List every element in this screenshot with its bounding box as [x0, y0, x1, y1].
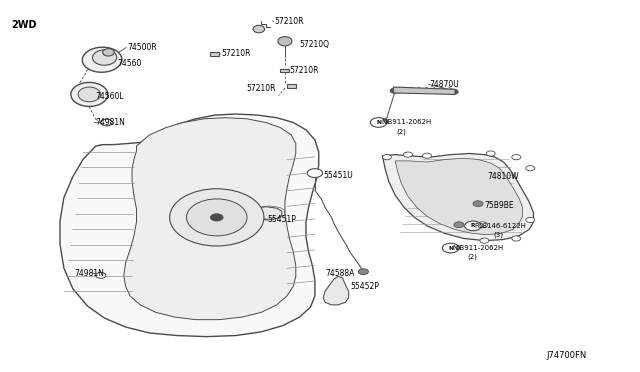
Text: (3): (3) — [493, 231, 503, 238]
Ellipse shape — [83, 47, 122, 72]
Polygon shape — [248, 207, 282, 220]
Circle shape — [473, 201, 483, 207]
Circle shape — [465, 221, 481, 231]
Circle shape — [526, 217, 535, 222]
Circle shape — [390, 88, 399, 93]
Text: 57210R: 57210R — [246, 84, 276, 93]
Ellipse shape — [102, 49, 114, 56]
Text: (2): (2) — [468, 254, 477, 260]
Circle shape — [358, 269, 369, 275]
Text: 57210R: 57210R — [274, 17, 303, 26]
Circle shape — [211, 214, 223, 221]
Text: N: N — [376, 120, 381, 125]
Circle shape — [480, 238, 489, 243]
Text: 57210R: 57210R — [289, 66, 319, 75]
Text: 75B9BE: 75B9BE — [484, 201, 514, 210]
Polygon shape — [124, 118, 296, 320]
Circle shape — [526, 166, 535, 171]
Circle shape — [100, 119, 112, 126]
Text: 74500R: 74500R — [127, 43, 157, 52]
Text: 74981N: 74981N — [96, 118, 125, 127]
Polygon shape — [287, 84, 296, 88]
Ellipse shape — [71, 83, 108, 106]
Text: J74700FN: J74700FN — [546, 350, 586, 360]
Circle shape — [477, 222, 488, 228]
Circle shape — [371, 118, 387, 127]
Circle shape — [96, 272, 106, 278]
Text: 57210R: 57210R — [221, 49, 251, 58]
Text: N: N — [381, 119, 387, 125]
Text: (2): (2) — [396, 128, 406, 135]
Text: 2WD: 2WD — [11, 20, 36, 31]
Ellipse shape — [253, 25, 264, 33]
Text: 08146-6122H: 08146-6122H — [478, 223, 526, 229]
Text: 0B911-2062H: 0B911-2062H — [384, 119, 432, 125]
Text: 55451U: 55451U — [323, 171, 353, 180]
Ellipse shape — [186, 199, 247, 236]
Text: N: N — [448, 246, 453, 250]
Circle shape — [442, 243, 459, 253]
Polygon shape — [395, 158, 523, 235]
Circle shape — [486, 151, 495, 156]
Circle shape — [454, 222, 464, 228]
Polygon shape — [60, 114, 319, 337]
Text: 74588A: 74588A — [325, 269, 355, 278]
Polygon shape — [211, 52, 220, 56]
Text: 74560: 74560 — [117, 59, 141, 68]
Polygon shape — [383, 154, 534, 241]
Text: N: N — [452, 245, 458, 251]
Circle shape — [383, 155, 392, 160]
Text: 55451P: 55451P — [268, 215, 296, 224]
Ellipse shape — [278, 37, 292, 46]
Text: R: R — [470, 223, 475, 228]
Text: R: R — [475, 223, 479, 229]
Text: 74810W: 74810W — [487, 172, 518, 181]
Circle shape — [422, 153, 431, 158]
Ellipse shape — [78, 87, 100, 102]
Text: 74981N: 74981N — [75, 269, 104, 278]
Text: 74560L: 74560L — [96, 92, 124, 101]
Polygon shape — [280, 68, 289, 72]
Ellipse shape — [170, 189, 264, 246]
Polygon shape — [323, 276, 349, 305]
Text: 0B911-2062H: 0B911-2062H — [455, 245, 503, 251]
Polygon shape — [394, 87, 455, 94]
Circle shape — [449, 89, 458, 94]
Circle shape — [307, 169, 323, 177]
Text: 74870U: 74870U — [429, 80, 460, 89]
Circle shape — [512, 236, 521, 241]
Text: 57210Q: 57210Q — [300, 41, 330, 49]
Ellipse shape — [93, 50, 116, 65]
Text: 55452P: 55452P — [351, 282, 380, 291]
Circle shape — [512, 155, 521, 160]
Circle shape — [403, 152, 412, 157]
